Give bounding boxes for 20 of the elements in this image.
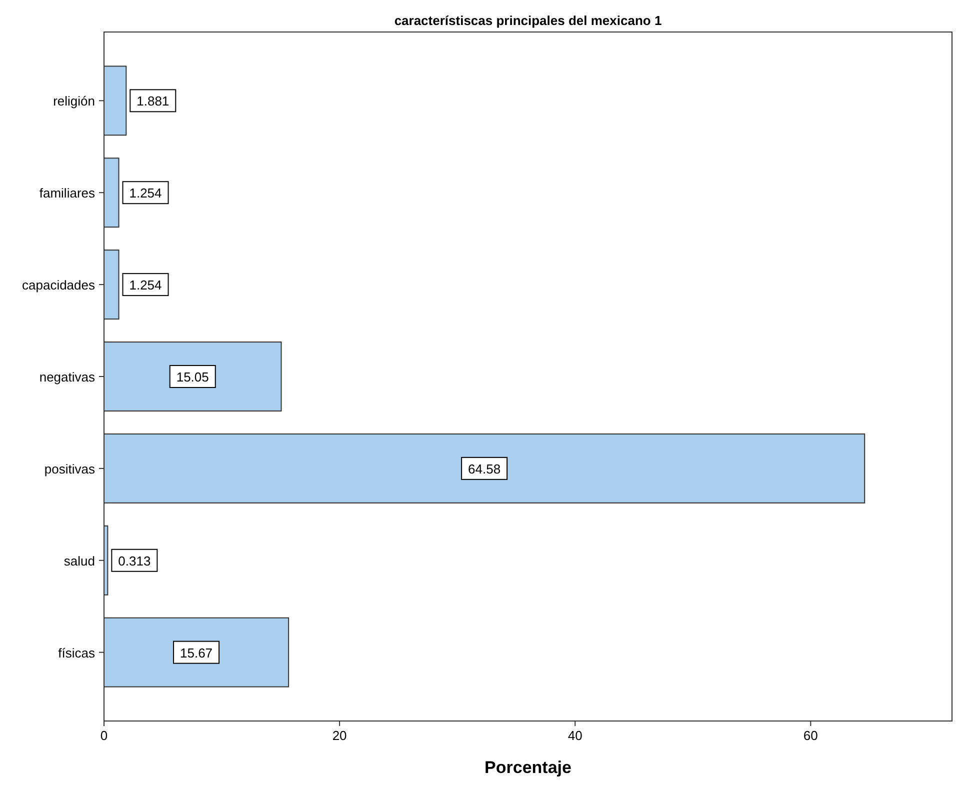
x-tick-label: 0	[100, 728, 108, 743]
data-label: 15.67	[180, 645, 213, 660]
data-label: 1.881	[136, 94, 170, 109]
chart-title: característiscas principales del mexicano 1	[394, 13, 662, 28]
data-label: 15.05	[176, 370, 209, 384]
x-tick-label: 20	[332, 728, 347, 743]
data-label: 0.313	[118, 553, 151, 568]
y-tick-label: positivas	[44, 461, 96, 476]
data-label: 1.254	[129, 186, 162, 201]
y-tick-label: salud	[64, 553, 95, 568]
y-tick-label: físicas	[58, 645, 96, 660]
data-label: 1.254	[129, 278, 162, 293]
y-tick-label: religión	[53, 94, 95, 109]
y-tick-label: negativas	[39, 370, 96, 384]
x-tick-label: 40	[568, 728, 582, 743]
x-tick-label: 60	[803, 728, 818, 743]
data-label: 64.58	[468, 461, 501, 476]
x-axis-title: Porcentaje	[484, 758, 572, 777]
y-tick-label: capacidades	[22, 278, 96, 293]
y-tick-label: familiares	[39, 186, 96, 201]
